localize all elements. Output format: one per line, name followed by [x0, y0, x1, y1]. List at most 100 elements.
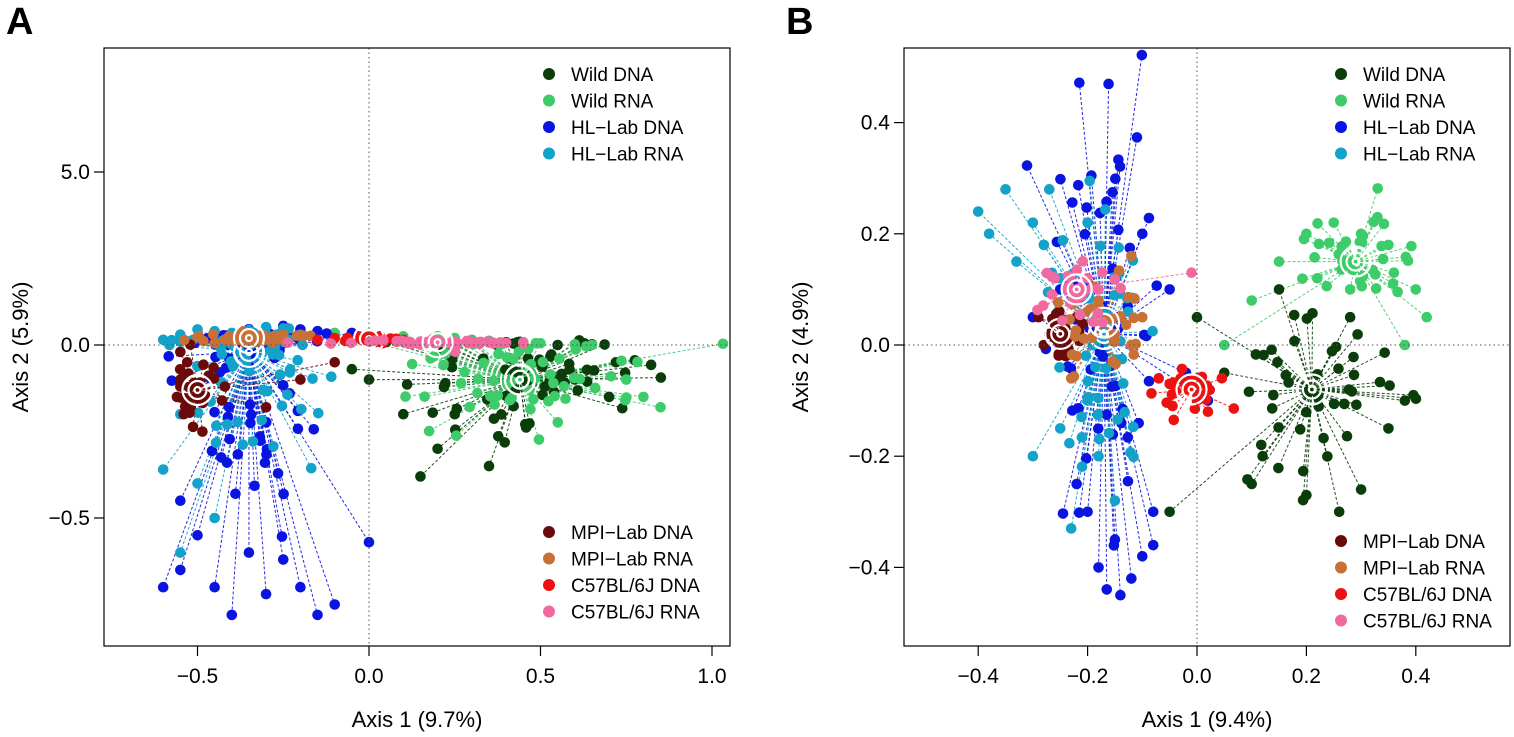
panel-a-point-wild-dna: [398, 408, 409, 420]
panel-a-point-hl-lab-rna: [305, 462, 317, 474]
panel-b-point-c57bl-6j-rna: [1109, 274, 1121, 285]
panel-b-point-mpi-lab-rna: [1137, 311, 1148, 323]
panel-b-spider-line-wild-rna: [1317, 223, 1356, 262]
panel-b-point-wild-dna: [1273, 462, 1284, 474]
panel-b-point-wild-rna: [1344, 284, 1356, 295]
panel-a-point-hl-lab-dna: [157, 581, 169, 593]
panel-a-point-wild-rna: [570, 344, 582, 355]
panel-b-spider-line-wild-dna: [1311, 388, 1416, 400]
panel-a-spider-line-wild-dna: [519, 379, 530, 424]
panel-b-spider-line-wild-dna: [1169, 389, 1313, 513]
panel-b-spider-line-wild-rna: [1355, 261, 1395, 274]
panel-b-spider-line-wild-dna: [1271, 349, 1313, 390]
panel-a-x-ticks: −0.5 0.0 0.5 1.0: [177, 646, 727, 688]
panel-a-spider-line-wild-dna: [454, 379, 521, 431]
panel-b-legend-marker-c57bl-6j-dna: [1335, 588, 1347, 600]
panel-b-plot-frame: [903, 47, 1511, 647]
panel-a-centroid-mpi-lab-rna: [244, 333, 254, 343]
panel-b-point-mpi-lab-rna: [1078, 333, 1090, 344]
panel-b-spider-line-wild-dna: [1302, 389, 1313, 472]
panel-a-point-hl-lab-dna: [261, 449, 272, 460]
panel-b-point-wild-dna: [1328, 398, 1340, 410]
panel-b-point-c57bl-6j-rna: [1096, 267, 1108, 278]
panel-a-legend-top: Wild DNA Wild RNA HL−Lab DNA HL−Lab RNA: [543, 65, 684, 166]
panel-b-y-tick-label: −0.4: [849, 556, 891, 579]
panel-a-point-c57bl-6j-rna: [325, 338, 337, 349]
panel-b-spider-line-hl-lab-dna: [1098, 333, 1105, 568]
panel-a-legend-label-c57bl-6j-dna: C57BL/6J DNA: [571, 576, 700, 597]
panel-a-point-wild-dna: [483, 460, 495, 472]
panel-b-point-wild-dna: [1280, 369, 1292, 381]
panel-b-point-wild-rna: [1400, 251, 1412, 263]
panel-b-point-c57bl-6j-dna: [1168, 414, 1180, 426]
panel-b-y-tick-label: −0.2: [849, 445, 890, 468]
panel-a-point-hl-lab-dna: [278, 488, 289, 500]
panel-b-point-wild-rna: [1392, 286, 1403, 298]
panel-a-point-wild-rna: [589, 382, 601, 394]
panel-a-point-wild-rna: [549, 390, 561, 402]
panel-a-spider-line-hl-lab-rna: [162, 351, 250, 470]
panel-a-spider-line-hl-lab-rna: [215, 351, 250, 443]
panel-a-point-hl-lab-dna: [277, 379, 289, 391]
panel-a-point-hl-lab-rna: [296, 403, 307, 415]
panel-a-x-axis-label: Axis 1 (9.7%): [352, 707, 483, 732]
panel-b-point-wild-dna: [1379, 347, 1391, 358]
panel-a-spider-line-hl-lab-dna: [248, 351, 266, 463]
panel-a-spider-line-hl-lab-dna: [248, 328, 301, 353]
panel-a-point-mpi-lab-dna: [184, 407, 195, 419]
panel-a-centroid-mpi-lab-dna: [187, 379, 208, 401]
panel-b-spider-line-mpi-lab-rna: [1103, 322, 1114, 362]
panel-b-point-wild-dna: [1297, 465, 1309, 477]
panel-b-legend-bottom: MPI−Lab DNA MPI−Lab RNA C57BL/6J DNA C57BL/…: [1335, 532, 1492, 633]
panel-b-point-hl-lab-rna: [1065, 523, 1077, 534]
panel-a-centroid-wild-rna: [515, 375, 525, 384]
panel-b-point-mpi-lab-rna: [1120, 319, 1132, 331]
panel-b-spider-line-hl-lab-rna: [1103, 333, 1126, 413]
panel-a-y-ticks: −0.5 0.0 5.0: [49, 161, 104, 530]
panel-b-point-c57bl-6j-dna: [1216, 372, 1228, 384]
panel-b-spider-line-wild-dna: [1251, 389, 1313, 485]
panel-b-x-tick-label: −0.4: [957, 665, 999, 688]
panel-b-point-wild-dna: [1346, 386, 1358, 397]
panel-b-point-wild-dna: [1272, 356, 1283, 368]
panel-b-y-tick-label: 0.2: [861, 223, 890, 246]
panel-b-point-mpi-lab-dna: [1054, 306, 1065, 317]
panel-b-spider-line-wild-dna: [1311, 374, 1355, 390]
panel-a-point-wild-dna: [603, 391, 615, 403]
panel-a-point-hl-lab-rna: [209, 512, 220, 524]
panel-a-point-mpi-lab-rna: [198, 335, 209, 347]
panel-b-point-hl-lab-rna: [1103, 427, 1115, 439]
panel-b-legend-top: Wild DNA Wild RNA HL−Lab DNA HL−Lab RNA: [1335, 65, 1476, 166]
panel-a-spider-line-hl-lab-rna: [215, 351, 250, 427]
panel-a-point-hl-lab-dna: [224, 433, 236, 445]
panel-b-point-wild-rna: [1370, 283, 1382, 294]
panel-b-point-wild-dna: [1273, 284, 1285, 295]
panel-a-point-wild-rna: [568, 372, 580, 384]
panel-a-point-hl-lab-dna: [272, 468, 284, 479]
panel-b-point-wild-dna: [1294, 424, 1306, 435]
panel-a-point-mpi-lab-dna: [208, 362, 219, 373]
panel-b-point-wild-dna: [1242, 474, 1253, 485]
panel-b-legend-marker-mpi-lab-dna: [1335, 535, 1347, 547]
panel-a-point-hl-lab-rna: [247, 436, 259, 447]
panel-a-point-wild-rna: [438, 359, 449, 371]
panel-b-y-axis-label: Axis 2 (4.9%): [788, 282, 813, 413]
panel-a-point-mpi-lab-dna: [295, 374, 306, 385]
panel-a-y-tick-label: 5.0: [61, 161, 90, 184]
panel-b-point-wild-rna: [1321, 280, 1333, 292]
panel-b-point-c57bl-6j-rna: [1046, 289, 1058, 300]
panel-b-centroid-c57bl-6j-dna: [1181, 379, 1202, 400]
panel-b-spider-line-wild-dna: [1247, 389, 1313, 480]
panel-a-point-c57bl-6j-rna: [378, 334, 389, 346]
panel-b-point-wild-rna: [1328, 217, 1340, 228]
panel-a-spider-line-wild-rna: [519, 343, 724, 381]
panel-a-point-wild-rna: [545, 369, 556, 380]
panel-b-centroid-wild-dna: [1301, 379, 1322, 400]
panel-a-legend-marker-c57bl-6j-rna: [543, 605, 555, 618]
panel-a-point-hl-lab-rna: [192, 478, 203, 489]
panel-b-centroid-wild-rna: [1339, 245, 1372, 278]
panel-b-point-hl-lab-dna: [1110, 173, 1121, 185]
panel-b-legend-label-wild-dna: Wild DNA: [1363, 65, 1446, 86]
panel-a-point-mpi-lab-dna: [208, 373, 220, 384]
panel-b-point-wild-dna: [1374, 376, 1386, 388]
